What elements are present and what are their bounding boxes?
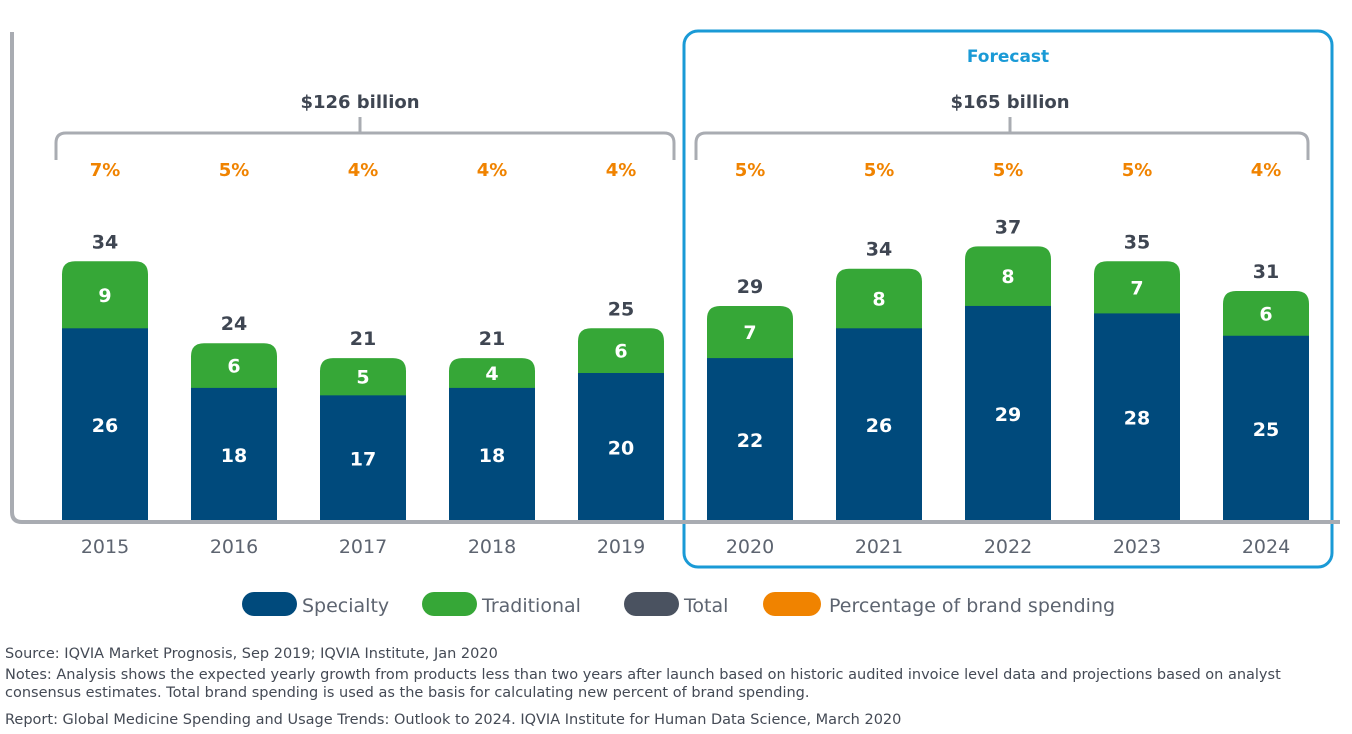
legend-label-percentage-of-brand-spending: Percentage of brand spending — [829, 595, 1115, 617]
bar-specialty-2022 — [965, 305, 1051, 522]
label-total-2020: 29 — [737, 276, 763, 298]
label-traditional-2020: 7 — [743, 322, 756, 344]
label-specialty-2021: 26 — [866, 415, 892, 437]
label-percent-2023: 5% — [1122, 160, 1153, 181]
label-percent-2019: 4% — [606, 160, 637, 181]
forecast-total-label: $165 billion — [950, 92, 1069, 113]
legend-label-specialty: Specialty — [302, 595, 389, 617]
label-specialty-2016: 18 — [221, 445, 247, 467]
label-traditional-2021: 8 — [872, 289, 885, 311]
bar-traditional-2018 — [449, 358, 535, 394]
label-specialty-2023: 28 — [1124, 408, 1150, 430]
tick-label-2021: 2021 — [855, 536, 903, 558]
label-traditional-2023: 7 — [1130, 277, 1143, 299]
historical-bracket — [54, 117, 676, 160]
label-percent-2018: 4% — [477, 160, 508, 181]
label-specialty-2015: 26 — [92, 415, 118, 437]
bar-specialty-2019 — [578, 373, 664, 522]
label-specialty-2019: 20 — [608, 438, 634, 460]
forecast-region — [682, 29, 1334, 569]
bar-traditional-2019 — [578, 328, 664, 379]
label-traditional-2018: 4 — [485, 363, 498, 385]
bar-traditional-2015 — [62, 261, 148, 335]
legend-label-traditional: Traditional — [481, 595, 581, 617]
legend-swatch-traditional — [422, 592, 477, 616]
label-traditional-2019: 6 — [614, 341, 627, 363]
label-percent-2017: 4% — [348, 160, 379, 181]
label-traditional-2022: 8 — [1001, 266, 1014, 288]
label-total-2016: 24 — [221, 313, 247, 335]
notes-text: Notes: Analysis shows the expected yearl… — [5, 667, 1281, 701]
source-note: Source: IQVIA Market Prognosis, Sep 2019… — [5, 646, 498, 662]
legend-swatch-total — [624, 592, 679, 616]
tick-label-2018: 2018 — [468, 536, 516, 558]
chart-axis — [10, 32, 1340, 524]
label-specialty-2017: 17 — [350, 449, 376, 471]
bar-specialty-2023 — [1094, 313, 1180, 522]
label-percent-2015: 7% — [90, 160, 121, 181]
tick-label-2016: 2016 — [210, 536, 258, 558]
tick-label-2020: 2020 — [726, 536, 774, 558]
bar-traditional-2024 — [1223, 291, 1309, 342]
label-specialty-2022: 29 — [995, 404, 1021, 426]
tick-label-2019: 2019 — [597, 536, 645, 558]
label-percent-2024: 4% — [1251, 160, 1282, 181]
label-specialty-2020: 22 — [737, 430, 763, 452]
forecast-bracket — [694, 117, 1310, 160]
bar-specialty-2018 — [449, 387, 535, 522]
brand-spending-chart: Forecast $126 billion $165 billion 26 9 34 7… — [10, 29, 1340, 617]
bar-specialty-2020 — [707, 358, 793, 522]
bar-specialty-2016 — [191, 387, 277, 522]
tick-label-2023: 2023 — [1113, 536, 1161, 558]
bar-specialty-2017 — [320, 395, 406, 522]
label-total-2022: 37 — [995, 216, 1021, 238]
report-note: Report: Global Medicine Spending and Usa… — [5, 712, 902, 728]
label-traditional-2017: 5 — [356, 367, 369, 389]
label-total-2019: 25 — [608, 298, 634, 320]
label-percent-2022: 5% — [993, 160, 1024, 181]
tick-label-2024: 2024 — [1242, 536, 1290, 558]
label-traditional-2016: 6 — [227, 356, 240, 378]
bar-specialty-2015 — [62, 328, 148, 522]
legend-label-total: Total — [683, 595, 728, 617]
label-total-2018: 21 — [479, 328, 505, 350]
label-traditional-2024: 6 — [1259, 303, 1272, 325]
bar-specialty-2021 — [836, 328, 922, 522]
tick-label-2022: 2022 — [984, 536, 1032, 558]
historical-total-label: $126 billion — [300, 92, 419, 113]
bar-traditional-2023 — [1094, 261, 1180, 320]
bar-traditional-2020 — [707, 305, 793, 365]
legend-swatch-percentage-of-brand-spending — [763, 592, 821, 616]
label-specialty-2018: 18 — [479, 445, 505, 467]
label-percent-2021: 5% — [864, 160, 895, 181]
bar-traditional-2021 — [836, 268, 922, 335]
label-total-2015: 34 — [92, 231, 118, 253]
label-total-2024: 31 — [1253, 261, 1279, 283]
bar-traditional-2022 — [965, 246, 1051, 312]
bar-traditional-2017 — [320, 358, 406, 402]
label-traditional-2015: 9 — [98, 285, 111, 307]
label-specialty-2024: 25 — [1253, 419, 1279, 441]
label-total-2023: 35 — [1124, 231, 1150, 253]
label-total-2021: 34 — [866, 239, 892, 261]
forecast-label: Forecast — [967, 47, 1049, 67]
tick-label-2015: 2015 — [81, 536, 129, 558]
tick-label-2017: 2017 — [339, 536, 387, 558]
bar-specialty-2024 — [1223, 335, 1309, 522]
legend-swatch-specialty — [242, 592, 297, 616]
label-total-2017: 21 — [350, 328, 376, 350]
label-percent-2020: 5% — [735, 160, 766, 181]
bar-traditional-2016 — [191, 343, 277, 394]
label-percent-2016: 5% — [219, 160, 250, 181]
